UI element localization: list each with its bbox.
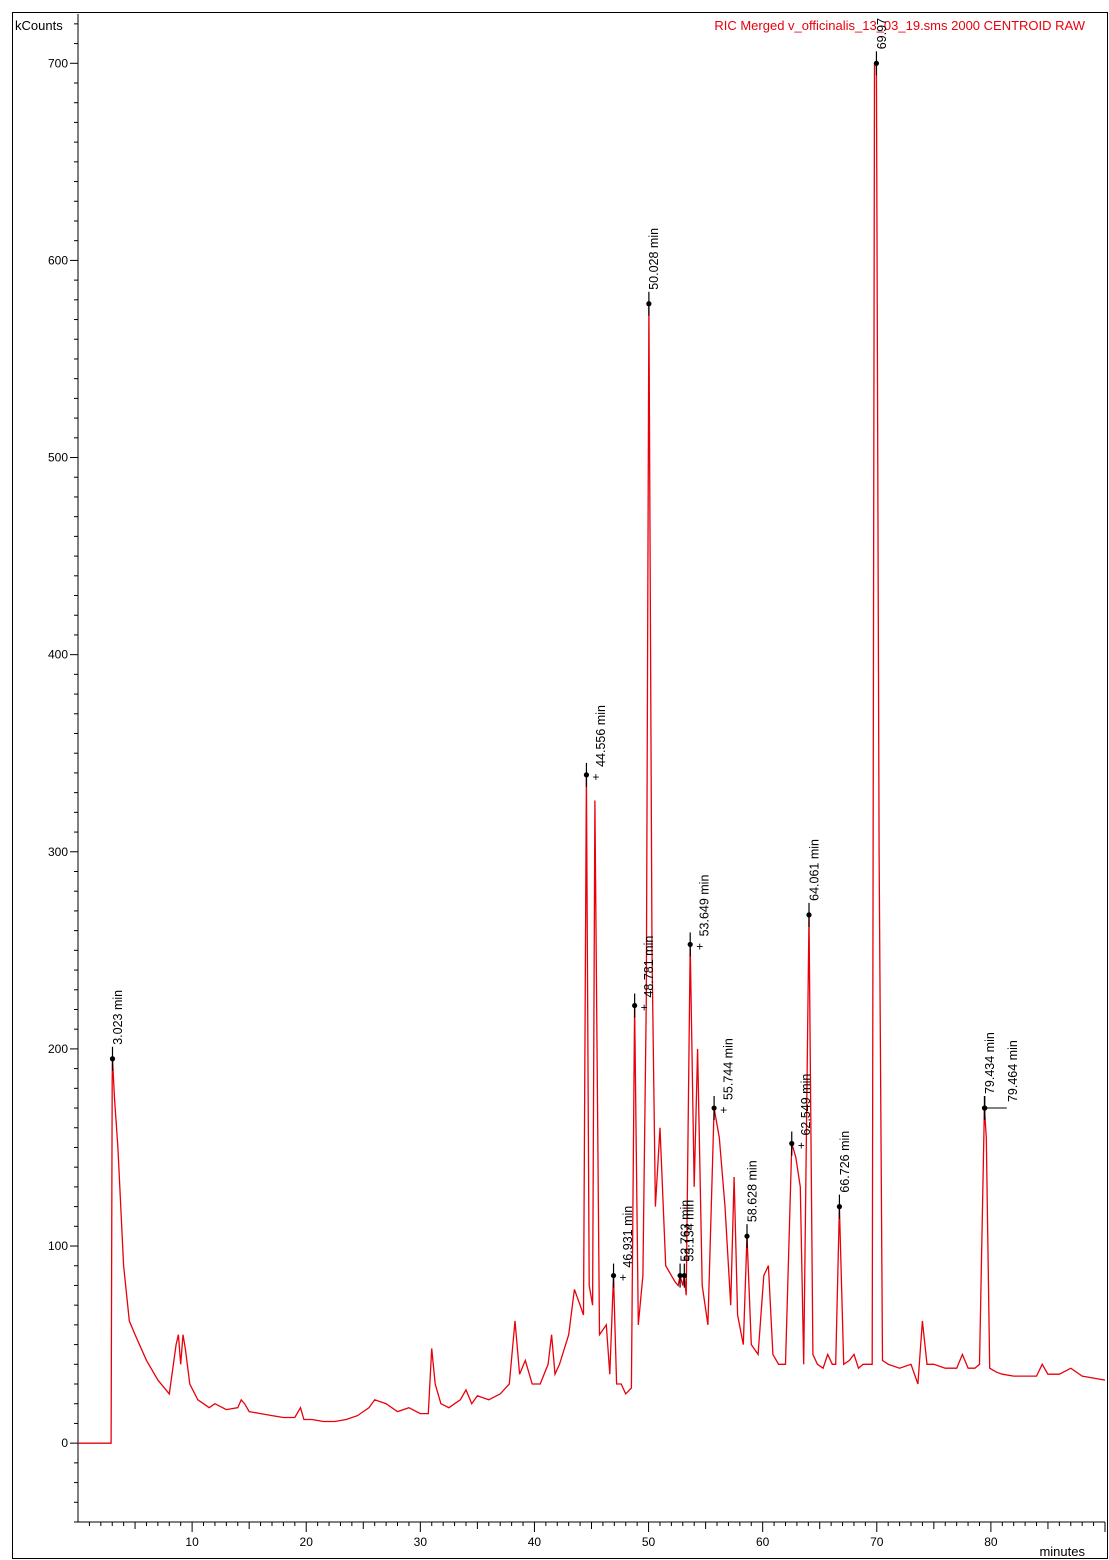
- peak-label: 62.549 min: [799, 1074, 813, 1136]
- y-tick-label: 600: [48, 253, 68, 267]
- peak-plus-marker: +: [641, 1001, 648, 1015]
- peak-label: 69.97: [875, 18, 889, 49]
- x-tick-label: 20: [300, 1535, 314, 1549]
- peak-label: 50.028 min: [647, 228, 661, 290]
- peak-marker-dot: [806, 912, 812, 918]
- y-tick-label: 0: [61, 1436, 68, 1450]
- peak-label: 79.464 min: [1006, 1040, 1020, 1102]
- peak-label: 79.434 min: [983, 1032, 997, 1094]
- peak-label: 52.763 min: [678, 1200, 692, 1262]
- peak-label: 48.781 min: [642, 936, 656, 998]
- peak-label: 66.726 min: [838, 1131, 852, 1193]
- x-axis-label: minutes: [1039, 1544, 1085, 1559]
- peak-marker-dot: [982, 1105, 988, 1111]
- y-tick-label: 300: [48, 845, 68, 859]
- trace-layer: [78, 62, 1106, 1444]
- axes: 0 100 200 300 400 500 600 700 10 20 30 40 50 60 70 80: [48, 14, 1106, 1549]
- peak-marker-dot: [610, 1272, 617, 1279]
- peak-label: 53.649 min: [698, 875, 712, 937]
- peak-plus-marker: +: [592, 770, 599, 784]
- y-tick-label: 400: [48, 648, 68, 662]
- peak-plus-marker: +: [620, 1271, 627, 1285]
- peak-label: 3.023 min: [111, 990, 125, 1045]
- peak-marker-dot: [681, 1272, 687, 1279]
- y-tick-label: 700: [48, 56, 68, 70]
- peak-label: 46.931 min: [621, 1206, 635, 1268]
- peak-plus-marker: +: [696, 939, 703, 953]
- peak-marker-dot: [109, 1056, 116, 1062]
- y-axis-label: kCounts: [15, 18, 63, 33]
- y-tick-label: 100: [48, 1239, 68, 1253]
- x-tick-label: 60: [756, 1535, 770, 1549]
- peak-marker-dot: [789, 1140, 795, 1147]
- peak-marker-dot: [646, 301, 652, 307]
- peak-marker-dot: [583, 772, 590, 778]
- peak-marker-dot: [711, 1105, 717, 1111]
- series-line: [78, 62, 1106, 1444]
- peak-marker-dot: [744, 1233, 750, 1239]
- x-tick-label: 30: [414, 1535, 428, 1549]
- peak-plus-marker: +: [720, 1103, 727, 1117]
- peak-plus-marker: +: [798, 1139, 805, 1153]
- frame-border: [12, 12, 1108, 1559]
- peak-label: 53.134 min: [683, 1200, 697, 1262]
- peak-label: 55.744 min: [721, 1038, 735, 1100]
- peak-marker-dot: [836, 1204, 843, 1210]
- peak-marker-dot: [687, 941, 693, 948]
- peak-annotations: 3.023 min +44.556 min +46.931 min +48.781 m…: [109, 18, 1020, 1288]
- peak-marker-dot: [677, 1272, 683, 1279]
- x-tick-label: 50: [642, 1535, 656, 1549]
- peak-label: 58.628 min: [745, 1160, 759, 1222]
- peak-marker-dot: [632, 1002, 638, 1009]
- peak-marker-dot: [873, 60, 880, 66]
- x-tick-label: 10: [185, 1535, 199, 1549]
- x-tick-label: 40: [528, 1535, 542, 1549]
- y-tick-label: 500: [48, 451, 68, 465]
- x-tick-label: 80: [984, 1535, 998, 1549]
- peak-label: 44.556 min: [594, 705, 608, 767]
- y-tick-label: 200: [48, 1042, 68, 1056]
- peak-label: 64.061 min: [807, 839, 821, 901]
- x-tick-label: 70: [870, 1535, 884, 1549]
- chart-title: RIC Merged v_officinalis_13_03_19.sms 20…: [714, 18, 1085, 33]
